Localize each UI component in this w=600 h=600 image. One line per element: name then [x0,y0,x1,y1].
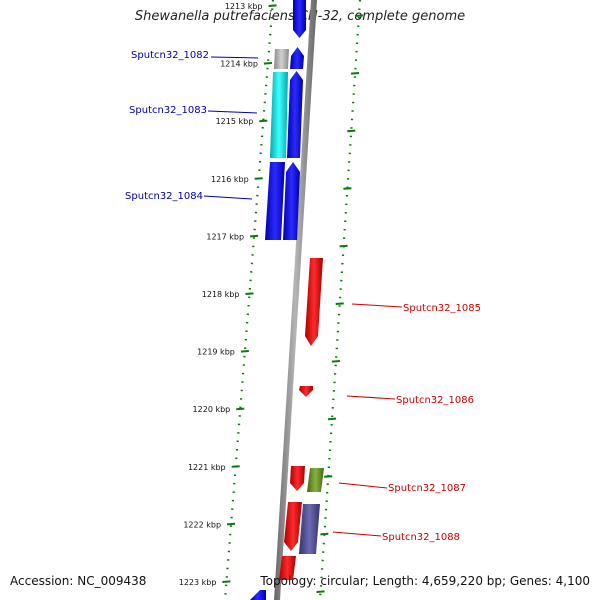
gene-arrow-top [293,0,306,38]
label-connector-1086 [346,395,396,400]
ruler-outer-tick [331,360,340,363]
ruler-tick-label: 1223 kbp [179,578,217,587]
gene-arrow-1084a [265,162,285,240]
gene-label-1082[interactable]: Sputcn32_1082 [131,50,209,61]
gene-arrow-1083 [287,71,303,158]
gene-arrow-1082-gray [274,49,289,69]
ruler-tick-label: 1216 kbp [211,175,249,184]
gene-arrow-1086 [299,386,313,397]
gene-arrow-1087 [290,466,305,491]
label-connector-1087 [338,482,388,489]
ruler-tick-label: 1218 kbp [202,290,240,299]
ruler-major-tick [226,522,236,526]
gene-label-1085[interactable]: Sputcn32_1085 [403,303,481,314]
label-connector-1083 [207,110,258,114]
label-connector-1084 [203,195,253,200]
ruler-outer-tick [343,187,352,190]
ruler-outer-tick [320,532,329,536]
tick-group: 1213 kbp 1214 kbp 1215 kbp 1216 kbp 1217 kbp… [179,2,364,593]
gene-label-1084[interactable]: Sputcn32_1084 [125,191,203,202]
ruler-dotted-inner [223,0,275,600]
ruler-outer-tick [316,590,325,593]
gene-label-1087[interactable]: Sputcn32_1087 [388,483,466,494]
ruler-tick-label: 1221 kbp [188,463,226,472]
gene-label-1088[interactable]: Sputcn32_1088 [382,532,460,543]
gene-label-1083[interactable]: Sputcn32_1083 [129,105,207,116]
label-connector-1088 [332,531,382,537]
gene-arrow-1084 [283,162,300,240]
gene-arrow-1085 [305,258,323,346]
ruler-major-tick [263,62,272,65]
genome-summary-text: Topology: circular; Length: 4,659,220 bp… [260,574,590,588]
ruler-tick-label: 1217 kbp [206,232,244,241]
gene-arrow-1083-cyan [270,72,288,158]
gene-arrow-1088 [284,502,302,551]
ruler-outer-tick [335,302,344,305]
ruler-outer-tick [347,129,356,133]
ruler-dotted-outer [318,0,362,600]
ruler-tick-label: 1220 kbp [193,405,231,414]
ruler-major-tick [245,292,254,295]
ruler-major-tick [250,234,259,238]
ruler-major-tick [254,177,263,180]
gene-arrow-1089 [279,556,296,580]
ruler-tick-label: 1222 kbp [183,520,221,529]
ruler-major-tick [231,465,240,468]
ruler-tick-label: 1219 kbp [197,348,235,357]
label-connector-1082 [210,56,259,59]
ruler-outer-tick [351,72,360,75]
label-connector-1085 [351,303,403,308]
ruler-outer-tick [339,244,348,248]
gene-arrow-bottom [250,590,266,600]
ruler-tick-label: 1215 kbp [216,117,254,126]
ruler-outer-tick [327,417,337,421]
gene-arrow-1088-slate [299,504,320,554]
accession-text: Accession: NC_009438 [10,574,147,588]
ruler-major-tick [222,580,231,583]
ruler-major-tick [236,407,245,411]
ruler-major-tick [268,4,277,7]
ruler-outer-tick [324,475,333,478]
ruler-major-tick [240,350,249,353]
gene-arrow-1082 [290,47,304,69]
ruler-tick-label: 1213 kbp [225,2,263,11]
gene-label-1086[interactable]: Sputcn32_1086 [396,395,474,406]
ruler-major-tick [259,119,268,123]
gene-arrow-1087-olive [307,468,324,492]
ruler-outer-tick [354,14,364,17]
ruler-tick-label: 1214 kbp [220,60,258,69]
genome-backbone [274,0,317,600]
